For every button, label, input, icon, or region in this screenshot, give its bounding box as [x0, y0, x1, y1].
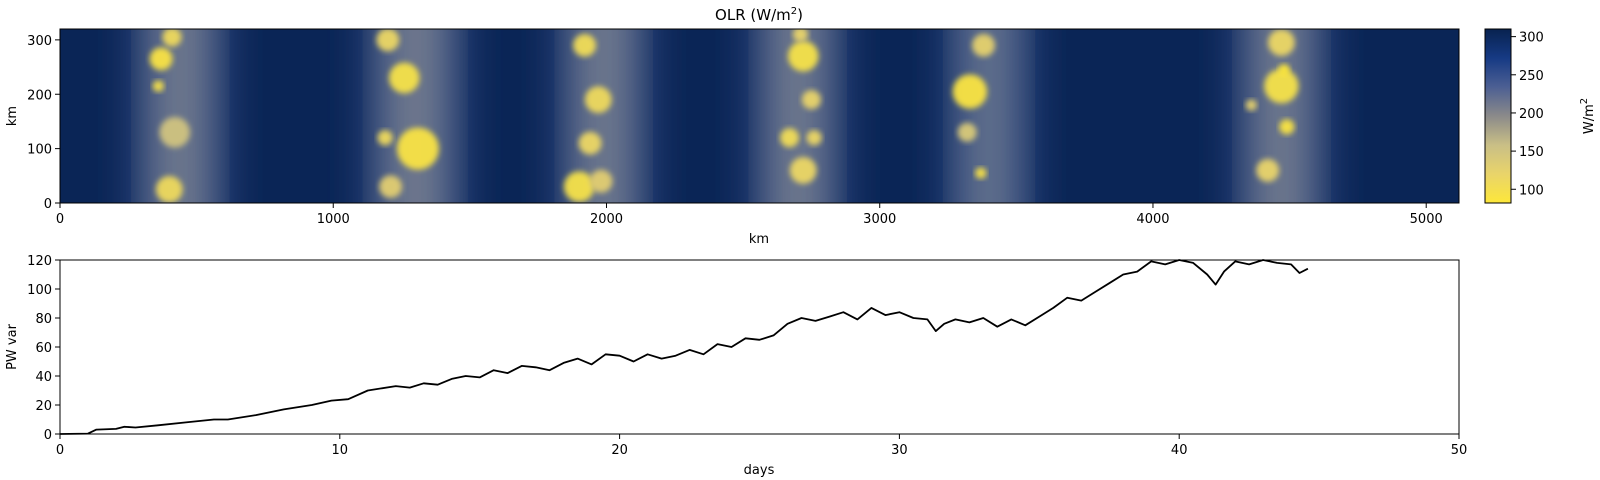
cloud-cluster [388, 62, 420, 94]
olr-y-axis: 0 100 200 300 [27, 34, 60, 212]
cloud-cluster [975, 167, 987, 179]
cloud-cluster [792, 29, 809, 43]
pw-x-tick-label: 10 [332, 443, 349, 458]
pw-axes-frame [59, 259, 1460, 435]
cloud-cluster [584, 86, 612, 114]
olr-x-tick-label: 5000 [1410, 212, 1443, 227]
olr-x-tick-label: 0 [56, 212, 64, 227]
olr-y-tick-label: 100 [27, 143, 52, 158]
olr-x-tick-label: 1000 [317, 212, 350, 227]
cloud-cluster [379, 175, 403, 199]
colorbar-tick-label: 250 [1519, 69, 1544, 84]
olr-title: OLR (W/m2) [715, 6, 803, 24]
pw-x-axis-label: days [744, 463, 775, 478]
colorbar-tick-label: 300 [1519, 31, 1544, 46]
pw-y-tick-label: 20 [35, 399, 52, 414]
cloud-cluster [155, 176, 183, 203]
olr-x-tick-label: 3000 [863, 212, 896, 227]
olr-x-axis: 0 1000 2000 3000 4000 5000 [56, 203, 1443, 227]
olr-y-tick-label: 200 [27, 88, 52, 103]
cloud-cluster [578, 131, 602, 155]
colorbar-tick-label: 200 [1519, 107, 1544, 122]
olr-y-tick-label: 0 [44, 197, 52, 212]
cloud-cluster [1264, 68, 1299, 104]
cloud-cluster [152, 80, 165, 92]
pw-y-tick-label: 60 [35, 341, 52, 356]
pw-x-tick-label: 50 [1451, 443, 1468, 458]
cloud-cluster [589, 169, 613, 193]
convective-band-core [966, 29, 1012, 203]
pw-x-tick-label: 20 [611, 443, 628, 458]
cloud-cluster [149, 47, 173, 71]
cloud-cluster [801, 90, 821, 110]
pw-y-tick-label: 120 [27, 254, 52, 269]
olr-x-tick-label: 4000 [1136, 212, 1169, 227]
cloud-cluster [1256, 158, 1280, 182]
pw-y-tick-label: 40 [35, 370, 52, 385]
cloud-cluster [787, 40, 819, 72]
olr-y-tick-label: 300 [27, 34, 52, 49]
cloud-cluster [376, 29, 400, 52]
olr-axes-frame [59, 28, 1460, 204]
colorbar-tick-label: 150 [1519, 145, 1544, 160]
cloud-cluster [1278, 64, 1290, 76]
pw-y-tick-label: 0 [44, 428, 52, 443]
olr-y-axis-label: km [5, 106, 20, 126]
colorbar-tick-label: 100 [1519, 183, 1544, 198]
cloud-cluster [972, 33, 996, 57]
cloud-cluster [957, 122, 977, 142]
cloud-cluster [1268, 29, 1295, 56]
olr-x-axis-label: km [749, 232, 769, 247]
cloud-cluster [377, 130, 393, 146]
cloud-cluster [563, 171, 595, 202]
cloud-cluster [1279, 119, 1295, 135]
cloud-cluster [806, 130, 822, 146]
olr-field [60, 29, 1459, 203]
pw-x-tick-label: 0 [56, 443, 64, 458]
cloud-cluster [396, 127, 439, 170]
cloud-cluster [573, 33, 597, 57]
colorbar-label: W/m2 [1579, 98, 1597, 134]
convective-band-core [388, 29, 442, 203]
cloud-cluster [952, 74, 988, 109]
olr-colorbar: 100 150 200 250 300 W/m2 [1484, 28, 1597, 204]
pw-var-series-line [59, 259, 1309, 435]
pw-y-tick-label: 100 [27, 283, 52, 298]
cloud-cluster [159, 117, 191, 148]
olr-heatmap-panel: OLR (W/m2) 0 1000 2000 3000 4000 5000 0 100 200… [5, 6, 1460, 247]
pw-y-axis: 0 20 40 60 80 100 120 [27, 254, 60, 443]
pw-y-tick-label: 80 [35, 312, 52, 327]
pw-x-tick-label: 30 [891, 443, 908, 458]
pw-x-axis: 0 10 20 30 40 50 [56, 434, 1467, 458]
cloud-cluster [779, 128, 800, 148]
olr-x-tick-label: 2000 [590, 212, 623, 227]
pw-var-panel: 0 10 20 30 40 50 0 20 40 60 80 100 120 days PW var [5, 254, 1467, 478]
colorbar-ticks: 100 150 200 250 300 [1511, 31, 1544, 198]
colorbar-gradient [1484, 28, 1512, 204]
pw-x-tick-label: 40 [1171, 443, 1188, 458]
cloud-cluster [1245, 99, 1258, 111]
cloud-cluster [162, 29, 182, 47]
cloud-cluster [789, 156, 817, 184]
pw-y-axis-label: PW var [5, 323, 20, 369]
